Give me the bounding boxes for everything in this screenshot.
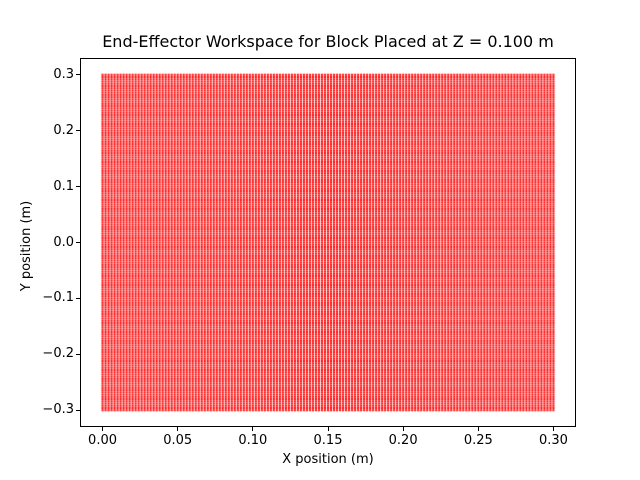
x-tick-label: 0.00 <box>88 433 117 448</box>
x-tick-mark <box>402 427 404 431</box>
y-tick-label: −0.3 <box>42 402 74 418</box>
y-axis-label-text: Y position (m) <box>19 200 34 292</box>
y-tick-label: 0.3 <box>53 66 74 82</box>
y-tick-mark <box>76 409 80 411</box>
y-tick-mark <box>76 242 80 243</box>
x-tick-label: 0.10 <box>238 433 268 448</box>
x-tick-label: 0.20 <box>388 433 418 448</box>
x-tick-mark <box>252 427 254 431</box>
y-tick-label: 0.2 <box>53 122 74 138</box>
y-tick-label: 0.0 <box>53 234 74 250</box>
x-tick-mark <box>177 427 179 431</box>
y-tick-mark <box>76 353 80 355</box>
y-tick-mark <box>76 130 80 132</box>
y-tick-label: 0.1 <box>53 178 74 194</box>
x-tick-mark <box>477 427 479 431</box>
x-tick-label: 0.15 <box>313 433 343 448</box>
x-tick-mark <box>102 427 104 431</box>
x-axis-label: X position (m) <box>282 452 374 467</box>
y-tick-label: −0.1 <box>42 290 74 306</box>
x-tick-mark <box>552 427 554 431</box>
scatter-plot-canvas <box>80 58 576 427</box>
y-tick-mark <box>76 186 80 188</box>
y-tick-mark <box>76 297 80 299</box>
x-tick-label: 0.05 <box>163 433 193 448</box>
y-tick-label: −0.2 <box>42 346 74 362</box>
y-tick-mark <box>76 74 80 76</box>
x-tick-mark <box>327 427 329 431</box>
chart-title: End-Effector Workspace for Block Placed … <box>102 32 554 51</box>
x-tick-label: 0.25 <box>463 433 493 448</box>
x-tick-label: 0.30 <box>538 433 568 448</box>
